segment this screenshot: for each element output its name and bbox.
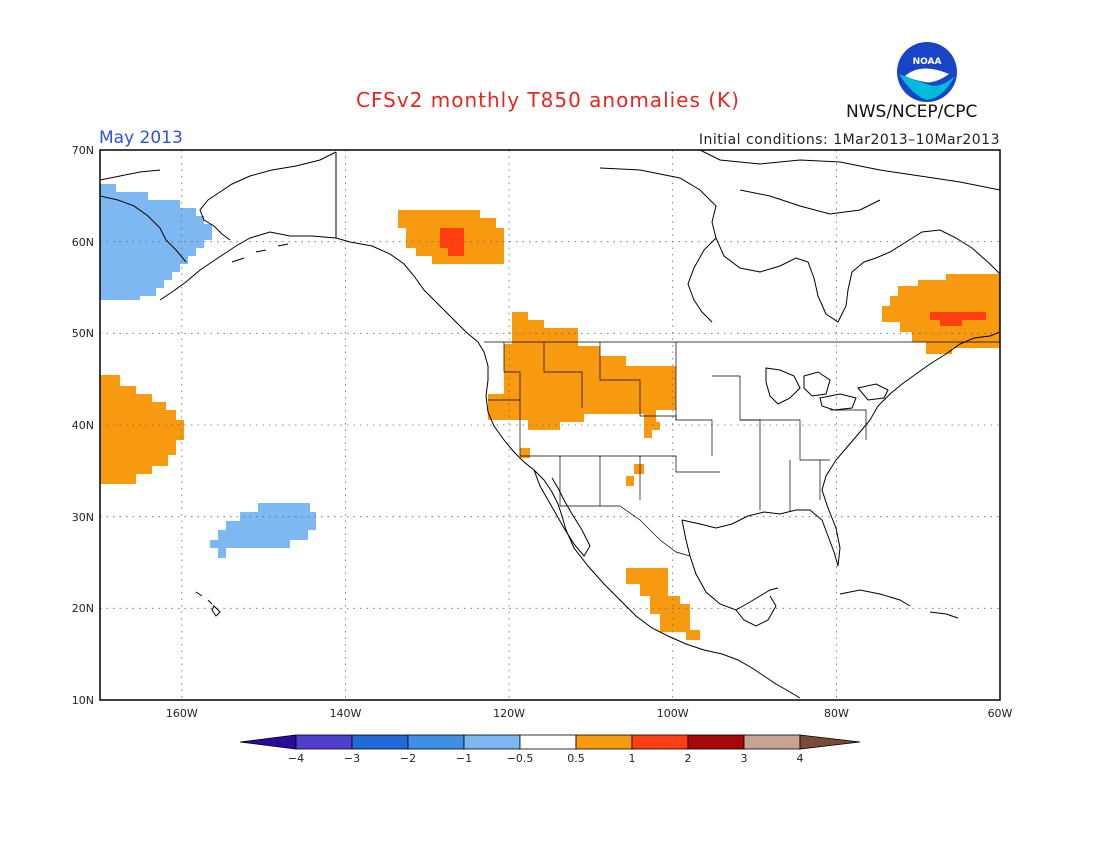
organization-label: NWS/NCEP/CPC [846, 102, 978, 122]
lon-label: 120W [493, 707, 525, 720]
colorbar-label: −1 [456, 752, 472, 765]
forecast-period: May 2013 [99, 128, 183, 148]
initial-conditions: Initial conditions: 1Mar2013–10Mar2013 [698, 132, 1000, 148]
colorbar [239, 734, 861, 750]
lon-label: 140W [330, 707, 362, 720]
colorbar-label: 1 [629, 752, 636, 765]
svg-text:NOAA: NOAA [913, 57, 942, 67]
colorbar-swatch [463, 734, 521, 750]
lat-label: 10N [72, 694, 94, 707]
map-title: CFSv2 monthly T850 anomalies (K) [356, 88, 740, 112]
plot-frame [99, 149, 1001, 701]
political-borders [484, 341, 1000, 557]
colorbar-swatch [351, 734, 409, 750]
colorbar-label: 4 [797, 752, 804, 765]
colorbar-swatch [743, 734, 801, 750]
lat-label: 20N [72, 602, 94, 615]
colorbar-label: −0.5 [507, 752, 534, 765]
longitude-labels: 160W 140W 120W 100W 80W 60W [166, 707, 1013, 720]
lat-label: 70N [72, 144, 94, 157]
colorbar-label: 0.5 [567, 752, 585, 765]
colorbar-labels: −4 −3 −2 −1 −0.5 0.5 1 2 3 4 [288, 752, 804, 765]
colorbar-label: 3 [741, 752, 748, 765]
colorbar-label: −3 [344, 752, 360, 765]
colorbar-high-arrow [799, 734, 861, 750]
colorbar-swatch [631, 734, 689, 750]
anomaly-shading [100, 184, 1000, 640]
colorbar-swatch [407, 734, 465, 750]
lon-label: 160W [166, 707, 198, 720]
lat-label: 30N [72, 511, 94, 524]
graticule [100, 150, 1000, 700]
lon-label: 100W [657, 707, 689, 720]
lon-label: 80W [824, 707, 849, 720]
lat-label: 60N [72, 236, 94, 249]
colorbar-low-arrow [239, 734, 297, 750]
colorbar-label: −4 [288, 752, 304, 765]
colorbar-label: 2 [685, 752, 692, 765]
noaa-logo: NOAA [897, 42, 957, 102]
colorbar-swatch [575, 734, 633, 750]
colorbar-label: −2 [400, 752, 416, 765]
lat-label: 40N [72, 419, 94, 432]
colorbar-swatch [519, 734, 577, 750]
latitude-labels: 70N 60N 50N 40N 30N 20N 10N [72, 144, 94, 707]
lat-label: 50N [72, 327, 94, 340]
coastlines [100, 150, 1000, 699]
lon-label: 60W [988, 707, 1013, 720]
colorbar-swatch [687, 734, 745, 750]
colorbar-swatch [295, 734, 353, 750]
